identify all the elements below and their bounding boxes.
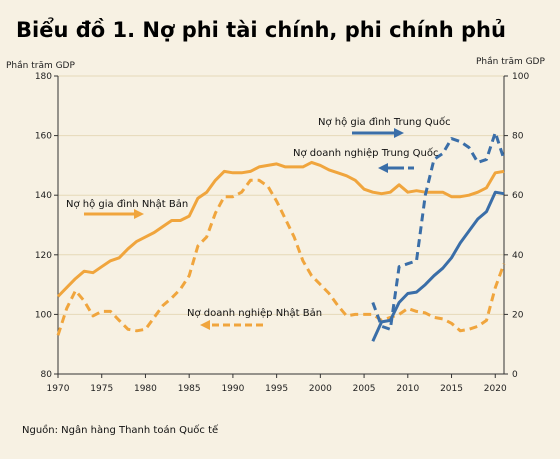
annotation-japan-household: Nợ hộ gia đình Nhật Bản <box>66 198 188 210</box>
series-line-3 <box>371 131 506 331</box>
arrow-left-icon <box>378 163 418 173</box>
annotation-china-corporate: Nợ doanh nghiệp Trung Quốc <box>293 147 438 159</box>
left-tick-label: 160 <box>35 132 52 142</box>
x-tick-label: 2005 <box>353 384 376 394</box>
right-tick-label: 100 <box>512 72 529 82</box>
arrow-left-icon <box>200 320 264 330</box>
chart-series <box>56 131 506 342</box>
right-tick-label: 0 <box>512 370 518 380</box>
series-line-2 <box>371 190 505 342</box>
left-tick-label: 100 <box>35 310 52 320</box>
x-tick-label: 1990 <box>221 384 244 394</box>
x-tick-label: 2010 <box>396 384 419 394</box>
right-tick-label: 60 <box>512 191 524 201</box>
left-tick-label: 140 <box>35 191 52 201</box>
grid-lines <box>58 75 504 315</box>
x-tick-label: 1985 <box>178 384 201 394</box>
x-tick-label: 2015 <box>440 384 463 394</box>
axis-ticks: 80 100 120 140 160 180 0 20 40 60 80 100 1970 1975 198… <box>35 72 530 394</box>
right-tick-label: 40 <box>512 251 524 261</box>
source-note: Nguồn: Ngân hàng Thanh toán Quốc tế <box>22 425 219 436</box>
right-axis-label: Phần trăm GDP <box>476 56 545 67</box>
x-tick-label: 1995 <box>265 384 288 394</box>
x-tick-label: 1980 <box>134 384 157 394</box>
x-tick-label: 1975 <box>90 384 113 394</box>
series-line-1 <box>56 178 506 336</box>
arrow-right-icon <box>84 209 144 219</box>
series-line-0 <box>56 160 505 298</box>
right-tick-label: 20 <box>512 310 524 320</box>
right-tick-label: 80 <box>512 132 524 142</box>
left-axis-label: Phần trăm GDP <box>6 60 75 71</box>
x-tick-label: 2020 <box>484 384 507 394</box>
chart-title: Biểu đồ 1. Nợ phi tài chính, phi chính p… <box>16 18 506 42</box>
left-tick-label: 180 <box>35 72 52 82</box>
left-tick-label: 120 <box>35 251 52 261</box>
x-tick-label: 1970 <box>47 384 70 394</box>
annotation-china-household: Nợ hộ gia đình Trung Quốc <box>318 116 451 128</box>
left-tick-label: 80 <box>41 370 53 380</box>
x-tick-label: 2000 <box>309 384 332 394</box>
arrow-right-icon <box>352 128 404 138</box>
annotation-japan-corporate: Nợ doanh nghiệp Nhật Bản <box>187 307 322 319</box>
